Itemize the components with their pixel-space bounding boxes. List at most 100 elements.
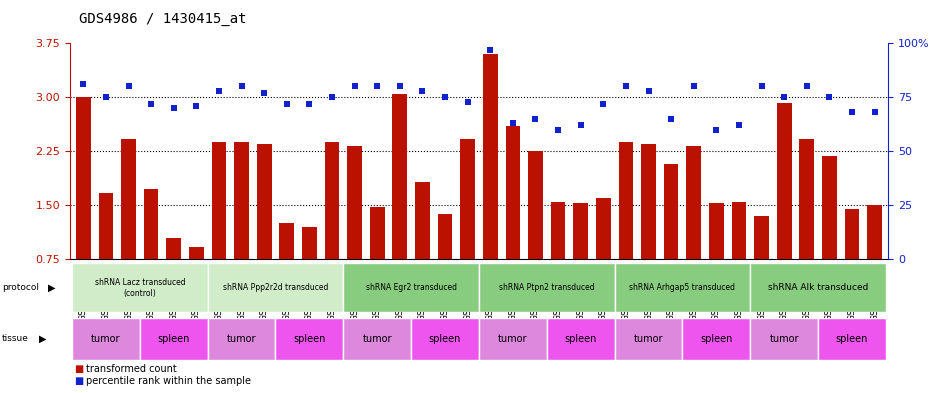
Point <box>528 116 543 122</box>
Bar <box>343 263 479 312</box>
Text: spleen: spleen <box>157 334 190 344</box>
Text: protocol: protocol <box>2 283 39 292</box>
Bar <box>325 142 339 314</box>
Point <box>189 103 204 109</box>
Bar <box>686 146 701 314</box>
Text: tissue: tissue <box>2 334 29 343</box>
Point <box>347 83 362 90</box>
Text: tumor: tumor <box>633 334 663 344</box>
Point <box>686 83 701 90</box>
Bar <box>751 318 818 360</box>
Bar <box>460 139 475 314</box>
Text: tumor: tumor <box>227 334 257 344</box>
Bar <box>551 202 565 314</box>
Point <box>211 88 226 94</box>
Bar <box>140 318 207 360</box>
Bar <box>438 214 452 314</box>
Point <box>664 116 679 122</box>
Bar <box>754 216 769 314</box>
Point <box>777 94 791 100</box>
Bar <box>370 207 385 314</box>
Bar <box>144 189 158 314</box>
Text: spleen: spleen <box>429 334 461 344</box>
Bar <box>683 318 751 360</box>
Text: shRNA Lacz transduced
(control): shRNA Lacz transduced (control) <box>95 278 185 298</box>
Text: transformed count: transformed count <box>86 364 178 374</box>
Text: ▶: ▶ <box>39 334 46 344</box>
Text: shRNA Ppp2r2d transduced: shRNA Ppp2r2d transduced <box>223 283 328 292</box>
Bar <box>72 263 207 312</box>
Bar <box>641 144 656 314</box>
Bar <box>615 263 751 312</box>
Bar <box>709 203 724 314</box>
Point <box>822 94 837 100</box>
Bar <box>800 139 814 314</box>
Point <box>505 120 520 126</box>
Bar <box>234 142 249 314</box>
Point <box>483 46 498 53</box>
Point <box>166 105 181 111</box>
Bar <box>279 223 294 314</box>
Bar <box>392 94 407 314</box>
Bar <box>275 318 343 360</box>
Bar <box>822 156 837 314</box>
Point <box>438 94 453 100</box>
Bar <box>415 182 430 314</box>
Text: spleen: spleen <box>293 334 325 344</box>
Point <box>121 83 136 90</box>
Point <box>641 88 656 94</box>
Bar <box>483 54 498 314</box>
Text: shRNA Alk transduced: shRNA Alk transduced <box>768 283 869 292</box>
Bar <box>121 139 136 314</box>
Text: ▶: ▶ <box>48 283 56 293</box>
Text: spleen: spleen <box>836 334 869 344</box>
Text: tumor: tumor <box>498 334 527 344</box>
Bar <box>573 203 588 314</box>
Point <box>415 88 430 94</box>
Point <box>596 101 611 107</box>
Bar <box>302 227 317 314</box>
Bar <box>76 97 90 314</box>
Bar <box>615 318 683 360</box>
Bar <box>479 263 615 312</box>
Point <box>234 83 249 90</box>
Point <box>302 101 317 107</box>
Bar <box>411 318 479 360</box>
Point <box>279 101 294 107</box>
Text: spleen: spleen <box>565 334 597 344</box>
Text: tumor: tumor <box>91 334 121 344</box>
Point <box>867 109 882 116</box>
Bar <box>212 142 226 314</box>
Text: percentile rank within the sample: percentile rank within the sample <box>86 376 251 386</box>
Point <box>76 81 91 87</box>
Bar <box>868 205 882 314</box>
Bar <box>506 126 520 314</box>
Bar <box>618 142 633 314</box>
Text: shRNA Egr2 transduced: shRNA Egr2 transduced <box>365 283 457 292</box>
Point <box>573 122 588 129</box>
Point <box>392 83 407 90</box>
Text: tumor: tumor <box>363 334 392 344</box>
Bar <box>257 144 272 314</box>
Bar <box>751 263 886 312</box>
Text: ■: ■ <box>74 364 84 374</box>
Point <box>754 83 769 90</box>
Point <box>618 83 633 90</box>
Point <box>144 101 159 107</box>
Point <box>460 98 475 105</box>
Bar <box>166 238 181 314</box>
Bar <box>844 209 859 314</box>
Bar <box>72 318 140 360</box>
Bar <box>664 163 679 314</box>
Point <box>709 127 724 133</box>
Point <box>370 83 385 90</box>
Bar <box>207 263 343 312</box>
Bar <box>99 193 113 314</box>
Bar <box>343 318 411 360</box>
Text: tumor: tumor <box>769 334 799 344</box>
Text: shRNA Arhgap5 transduced: shRNA Arhgap5 transduced <box>630 283 736 292</box>
Bar <box>818 318 886 360</box>
Point <box>257 90 272 96</box>
Point <box>99 94 113 100</box>
Point <box>551 127 565 133</box>
